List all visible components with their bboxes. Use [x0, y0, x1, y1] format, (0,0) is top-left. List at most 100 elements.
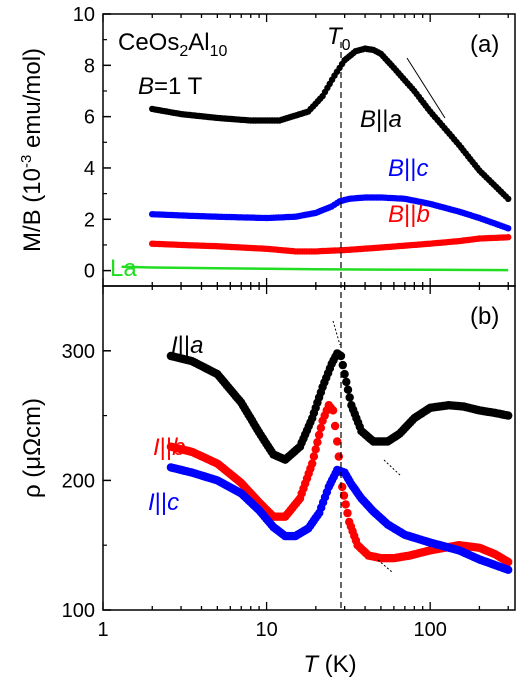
field-var: B [138, 73, 154, 100]
legend-label-a-1: B||c [388, 155, 428, 182]
panel-b-x-axis-ticks: 1 10 100 [97, 286, 509, 641]
point-b-0-98 [342, 377, 351, 387]
point-b-1-96 [339, 491, 349, 500]
ylabel-exp: -3 [18, 155, 35, 168]
x-tick-label-1: 10 [255, 619, 277, 641]
legend-bars-b-2: || [155, 489, 167, 516]
point-b-0-189 [504, 411, 513, 420]
point-b-0-97 [340, 369, 349, 379]
x-axis-var: T [303, 651, 320, 678]
point-b-1-187 [504, 557, 513, 567]
ylabel-prefix: M/B (10 [19, 168, 46, 252]
legend-bars-b-0: || [178, 332, 190, 359]
point-b-2-188 [504, 565, 513, 574]
compound-sub1: 2 [179, 43, 188, 60]
panel-b-y-axis-ticks: 100 200 300 [62, 341, 111, 622]
panel-b-label: (b) [470, 303, 499, 330]
legend-label-b-2: I||c [148, 489, 179, 516]
point-b-1-79 [308, 459, 317, 468]
series-b-1: I||b [153, 401, 513, 567]
point-a-2-152 [505, 234, 512, 241]
transition-var: T [327, 23, 344, 50]
point-a-0-152 [505, 195, 512, 202]
legend-label-a-0: B||a [360, 106, 402, 133]
legend-var-a-0: B [360, 106, 376, 133]
y-tick-label-a-5: 10 [73, 4, 95, 26]
series-b-0: I||a [166, 332, 513, 464]
legend-axis-a-2: b [416, 201, 429, 228]
point-b-1-98 [343, 508, 352, 518]
legend-bars-a-0: || [376, 106, 388, 133]
legend-var-b-2: I [148, 489, 155, 516]
legend-var-b-1: I [153, 434, 160, 461]
legend-axis-a-1: c [416, 155, 428, 182]
transition-label: T0 [327, 23, 351, 54]
x-axis-label: T (K) [303, 651, 356, 678]
x-tick-label-2: 100 [413, 619, 446, 641]
y-tick-label-b-0: 100 [62, 600, 95, 622]
y-tick-label-a-3: 6 [84, 107, 95, 129]
compound-label: CeOs2Al10 [118, 29, 228, 60]
legend-label-b-1: I||b [153, 434, 186, 461]
panel-a-series: B||aB||cB||bLa [110, 45, 512, 282]
point-b-1-80 [309, 452, 319, 461]
panel-a-label: (a) [470, 31, 499, 58]
legend-bars-a-2: || [404, 201, 416, 228]
guide-line-b3 [383, 459, 401, 476]
x-axis-unit: (K) [318, 651, 357, 678]
transition-sub: 0 [342, 37, 351, 54]
point-b-1-91 [330, 421, 340, 431]
y-tick-label-b-1: 200 [62, 470, 95, 492]
point-b-1-92 [333, 437, 342, 446]
legend-axis-b-2: c [167, 489, 179, 516]
legend-bars-a-1: || [404, 155, 416, 182]
point-b-1-83 [314, 430, 324, 440]
point-b-0-100 [345, 393, 354, 402]
legend-axis-b-0: a [190, 332, 203, 359]
series-a-0: B||a [149, 45, 512, 202]
field-rest: =1 T [154, 73, 203, 100]
point-b-1-90 [328, 406, 338, 415]
point-a-1-152 [505, 225, 512, 232]
series-b-2: I||c [148, 463, 513, 574]
y-tick-label-b-2: 300 [62, 341, 95, 363]
point-b-1-82 [313, 438, 322, 447]
field-label: B=1 T [138, 73, 203, 100]
legend-var-a-1: B [388, 155, 404, 182]
legend-label-a-2: B||b [388, 201, 430, 228]
point-b-1-81 [311, 445, 320, 454]
series-a-2: B||b [149, 201, 512, 255]
point-b-1-84 [316, 423, 326, 433]
point-b-0-99 [343, 385, 353, 394]
guide-line-b2 [377, 559, 393, 573]
compound-sub2: 10 [210, 43, 228, 60]
y-tick-label-a-1: 2 [84, 209, 95, 231]
series-line-a-3 [121, 265, 509, 272]
panel-a-y-axis-ticks: 0 2 4 6 8 10 [73, 4, 111, 283]
panel-a-y-axis-label: M/B (10-3 emu/mol) [18, 48, 46, 252]
guide-line-b1 [332, 320, 341, 346]
x-tick-label-0: 1 [97, 619, 108, 641]
legend-axis-a-0: a [388, 106, 401, 133]
compound-mid: Al [188, 29, 209, 56]
series-a-3: La [110, 255, 509, 282]
point-b-1-95 [338, 482, 347, 492]
legend-label-b-0: I||a [171, 332, 204, 359]
legend-bars-b-1: || [160, 434, 172, 461]
point-b-0-96 [338, 360, 347, 370]
series-a-1: B||c [149, 155, 512, 232]
legend-var-a-2: B [388, 201, 404, 228]
ylabel-suffix: emu/mol) [19, 48, 46, 155]
panel-b-frame [102, 285, 516, 611]
y-tick-label-a-0: 0 [84, 261, 95, 283]
legend-label-a-3: La [110, 255, 137, 282]
point-b-1-97 [341, 500, 350, 509]
legend-var-b-0: I [171, 332, 178, 359]
y-tick-label-a-2: 4 [84, 158, 95, 180]
point-b-1-93 [334, 452, 343, 461]
y-tick-label-a-4: 8 [84, 55, 95, 77]
guide-line-a [406, 57, 446, 119]
